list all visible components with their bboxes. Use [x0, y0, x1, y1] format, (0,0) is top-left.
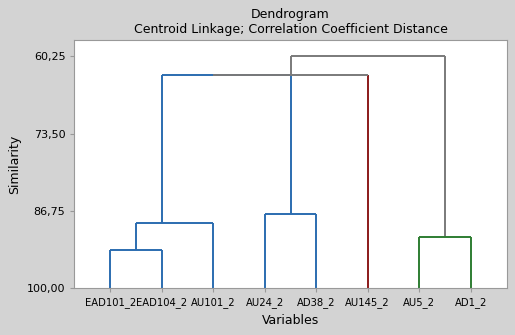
X-axis label: Variables: Variables	[262, 314, 319, 327]
Y-axis label: Similarity: Similarity	[8, 135, 21, 194]
Title: Dendrogram
Centroid Linkage; Correlation Coefficient Distance: Dendrogram Centroid Linkage; Correlation…	[133, 8, 448, 36]
